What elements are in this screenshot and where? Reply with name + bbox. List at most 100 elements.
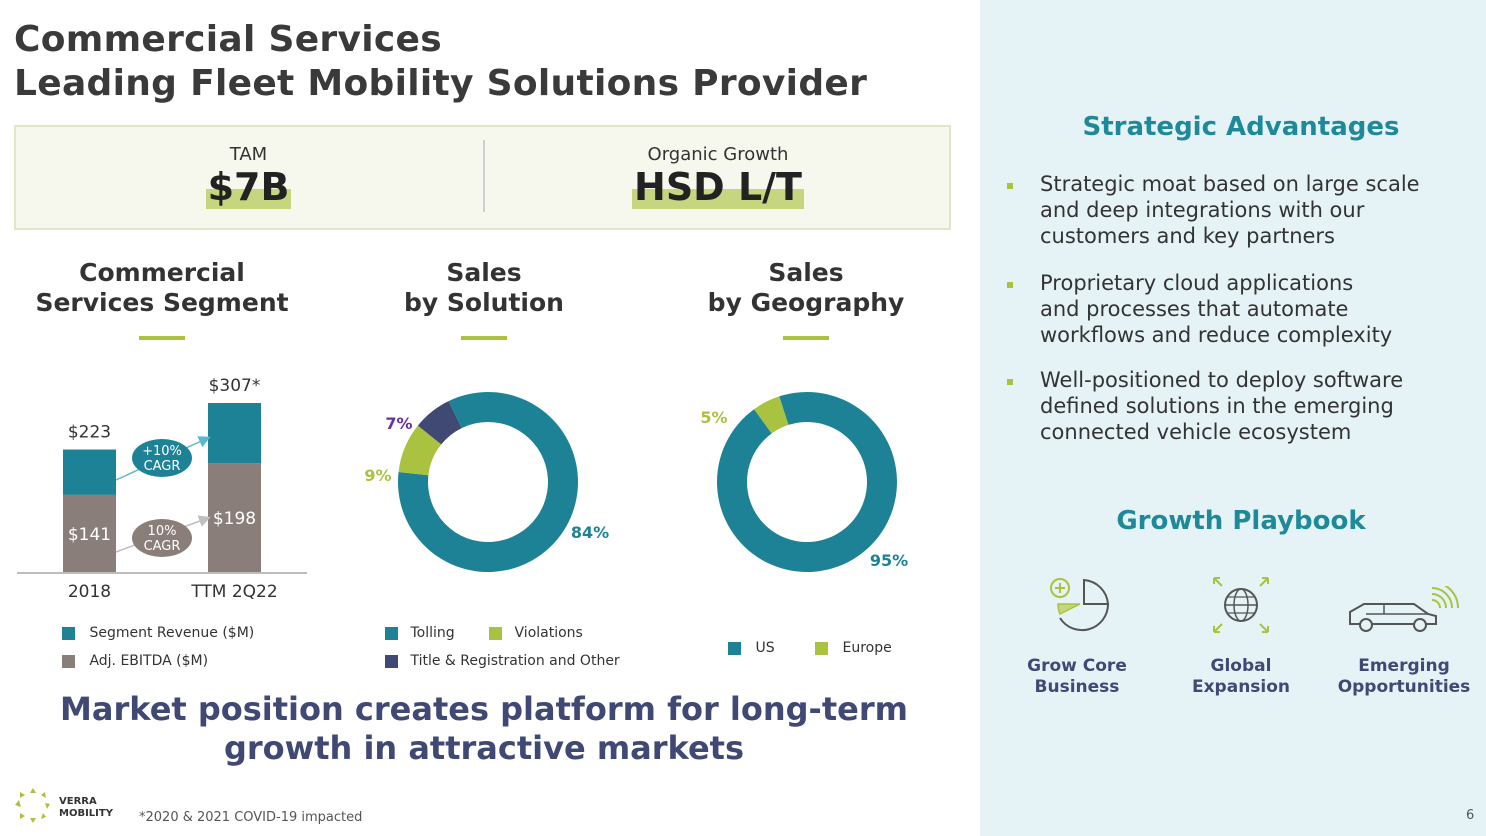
playbook-emerging: Emerging Opportunities [1334,656,1474,698]
logo-line-2: MOBILITY [59,808,113,819]
legend-revenue-label: Segment Revenue ($M) [89,625,255,641]
solution-heading-line-2: by Solution [404,288,564,317]
legend-us-label: US [755,640,775,656]
tagline-line-1: Market position creates platform for lon… [60,690,908,728]
solution-slice-1 [398,425,442,476]
tagline: Market position creates platform for lon… [14,690,954,768]
solution-heading-line-1: Sales [446,258,522,287]
revenue-cagr-line-1: +10% [142,444,182,459]
kpi-growth-label: Organic Growth [647,144,789,165]
tagline-line-2: growth in attractive markets [223,729,745,767]
legend-title-row: Title & Registration and Other [385,653,620,669]
ebitda-cagr-line-2: CAGR [144,539,181,554]
legend-title-swatch [385,654,398,668]
global-line-1: Global [1210,656,1272,676]
footnote: *2020 & 2021 COVID-19 impacted [139,810,363,825]
grow-core-line-2: Business [1034,677,1120,697]
kpi-divider [483,140,485,212]
revenue-bar-0 [63,449,116,495]
logo-line-1: VERRA [59,796,97,807]
kpi-tam-value: $7B [205,165,292,209]
bullet-3-line-2: defined solutions in the emerging [1040,394,1394,418]
ebitda-value-label-0: $141 [68,525,111,545]
kpi-growth: Organic Growth HSD L/T [485,144,951,209]
solution-slice-2 [417,401,462,445]
category-label-0: 2018 [68,582,111,602]
legend-europe-swatch [815,641,829,655]
geography-slice-1 [754,396,789,434]
legend-ebitda-label: Adj. EBITDA ($M) [89,653,209,669]
legend-ebitda: Adj. EBITDA ($M) [62,653,254,669]
solution-donut-chart: 84% 9% 7% [364,392,609,572]
geography-slice-0 [717,392,897,572]
geography-underline [783,336,829,340]
title-line-1: Commercial Services [14,19,442,60]
bullet-marker-2 [1007,282,1013,288]
legend-violations-swatch [489,626,503,640]
legend-tolling-row: Tolling Violations [385,625,620,641]
revenue-cagr-bubble [132,439,192,477]
emerging-line-2: Opportunities [1337,677,1471,697]
segment-heading-line-1: Commercial [79,258,245,287]
kpi-tam: TAM $7B [14,144,483,209]
strategic-bullet-3: Well-positioned to deploy software defin… [1040,367,1403,445]
legend-revenue: Segment Revenue ($M) [62,625,254,641]
playbook-global: Global Expansion [1176,656,1306,698]
geography-slice-label-1: 5% [700,408,727,427]
solution-slice-label-0: 84% [571,523,609,542]
grow-core-icon [1050,578,1110,632]
bar-legend: Segment Revenue ($M) Adj. EBITDA ($M) [62,625,254,669]
legend-geo-row: US Europe [728,640,892,656]
geography-heading-line-1: Sales [768,258,844,287]
playbook-grow-core: Grow Core Business [1012,656,1142,698]
legend-us-swatch [728,641,741,655]
playbook-heading: Growth Playbook [1116,506,1366,536]
legend-tolling-label: Tolling [410,625,455,641]
legend-europe-label: Europe [842,640,892,656]
bullet-3-line-3: connected vehicle ecosystem [1040,420,1352,444]
bullet-1-line-2: and deep integrations with our [1040,198,1365,222]
geography-legend: US Europe [728,640,892,656]
bullet-marker-3 [1007,379,1013,385]
revenue-value-label-1: $307* [209,376,261,396]
category-label-1: TTM 2Q22 [190,582,277,602]
segment-underline [139,336,185,340]
emerging-line-1: Emerging [1358,656,1450,676]
bullet-1-line-3: customers and key partners [1040,224,1335,248]
ebitda-cagr-line-1: 10% [148,524,177,539]
segment-heading: Commercial Services Segment [12,258,312,318]
legend-ebitda-swatch [62,654,75,668]
strategic-heading: Strategic Advantages [1082,112,1400,142]
bullet-2-line-2: and processes that automate [1040,297,1349,321]
title-line-2: Leading Fleet Mobility Solutions Provide… [14,63,868,104]
bullet-3-line-1: Well-positioned to deploy software [1040,368,1404,392]
geography-heading: Sales by Geography [656,258,956,318]
legend-revenue-swatch [62,626,75,640]
revenue-cagr-line-2: CAGR [144,459,181,474]
verra-logo-icon [15,788,50,823]
bullet-1-line-1: Strategic moat based on large scale [1040,172,1420,196]
solution-heading: Sales by Solution [334,258,634,318]
solution-legend: Tolling Violations Title & Registration … [385,625,620,669]
revenue-bar-1 [208,403,261,464]
solution-slice-label-1: 9% [364,466,391,485]
kpi-tam-label: TAM [229,144,268,165]
right-panel [980,0,1486,836]
global-line-2: Expansion [1191,677,1291,697]
ebitda-cagr-bubble [132,519,192,557]
bullet-2-line-3: workflows and reduce complexity [1040,323,1393,347]
ebitda-value-label-1: $198 [213,509,256,529]
globe-icon [1213,577,1269,633]
verra-logo-text: VERRA MOBILITY [59,796,113,820]
revenue-value-label-0: $223 [68,423,111,443]
legend-tolling-swatch [385,626,398,640]
strategic-bullet-1: Strategic moat based on large scale and … [1040,171,1420,249]
page-title: Commercial Services Leading Fleet Mobili… [14,18,867,106]
geography-heading-line-2: by Geography [707,288,905,317]
solution-slice-0 [398,392,578,572]
connected-car-icon [1349,586,1459,632]
bullet-2-line-1: Proprietary cloud applications [1040,271,1354,295]
geography-slice-label-0: 95% [870,551,908,570]
ebitda-bar-0 [63,494,116,573]
